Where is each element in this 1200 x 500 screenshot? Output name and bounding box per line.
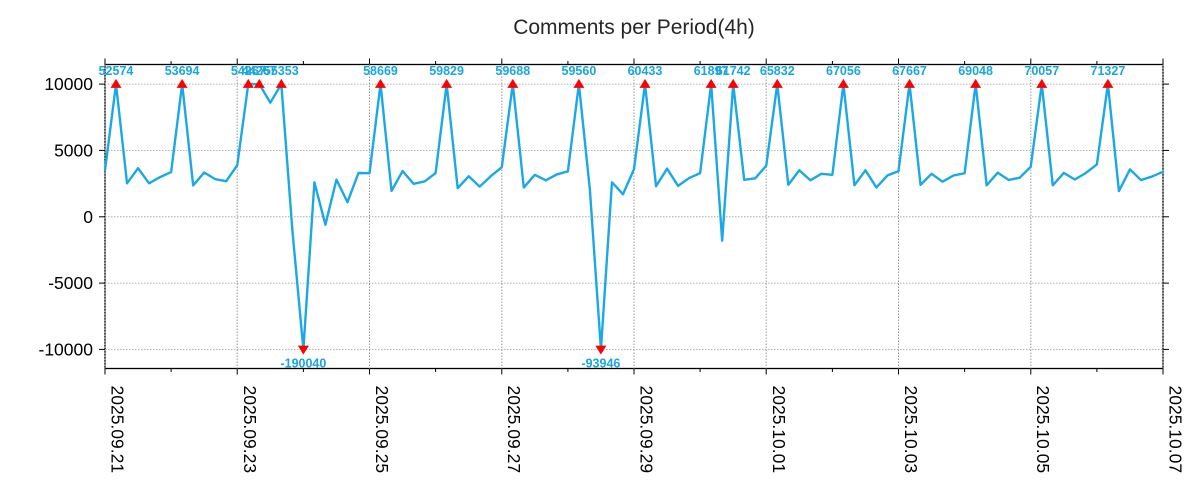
svg-text:67667: 67667 <box>892 64 927 78</box>
svg-text:5000: 5000 <box>54 140 93 160</box>
svg-text:59829: 59829 <box>429 64 464 78</box>
svg-text:58669: 58669 <box>363 64 398 78</box>
svg-text:53694: 53694 <box>165 64 200 78</box>
svg-text:61742: 61742 <box>716 64 751 78</box>
svg-text:2025.10.03: 2025.10.03 <box>901 386 921 474</box>
svg-text:55353: 55353 <box>264 64 299 78</box>
svg-text:-10000: -10000 <box>39 339 94 359</box>
svg-text:69048: 69048 <box>958 64 993 78</box>
svg-text:52574: 52574 <box>99 64 134 78</box>
svg-text:-5000: -5000 <box>48 273 93 293</box>
svg-text:2025.09.25: 2025.09.25 <box>372 386 392 474</box>
svg-text:2025.09.27: 2025.09.27 <box>504 386 524 474</box>
svg-text:-93946: -93946 <box>581 357 620 371</box>
svg-text:2025.10.07: 2025.10.07 <box>1166 386 1186 474</box>
svg-text:71327: 71327 <box>1091 64 1126 78</box>
svg-text:59560: 59560 <box>562 64 597 78</box>
svg-text:2025.09.21: 2025.09.21 <box>108 386 128 474</box>
svg-text:2025.09.23: 2025.09.23 <box>240 386 260 474</box>
svg-text:60433: 60433 <box>628 64 663 78</box>
svg-text:65832: 65832 <box>760 64 795 78</box>
svg-text:2025.10.05: 2025.10.05 <box>1033 386 1053 474</box>
svg-text:2025.10.01: 2025.10.01 <box>769 386 789 474</box>
svg-text:67056: 67056 <box>826 64 861 78</box>
svg-text:2025.09.29: 2025.09.29 <box>637 386 657 474</box>
svg-text:70057: 70057 <box>1024 64 1059 78</box>
svg-text:59688: 59688 <box>495 64 530 78</box>
svg-text:0: 0 <box>83 207 93 227</box>
svg-text:10000: 10000 <box>44 74 93 94</box>
svg-text:Comments per Period(4h): Comments per Period(4h) <box>513 16 755 39</box>
